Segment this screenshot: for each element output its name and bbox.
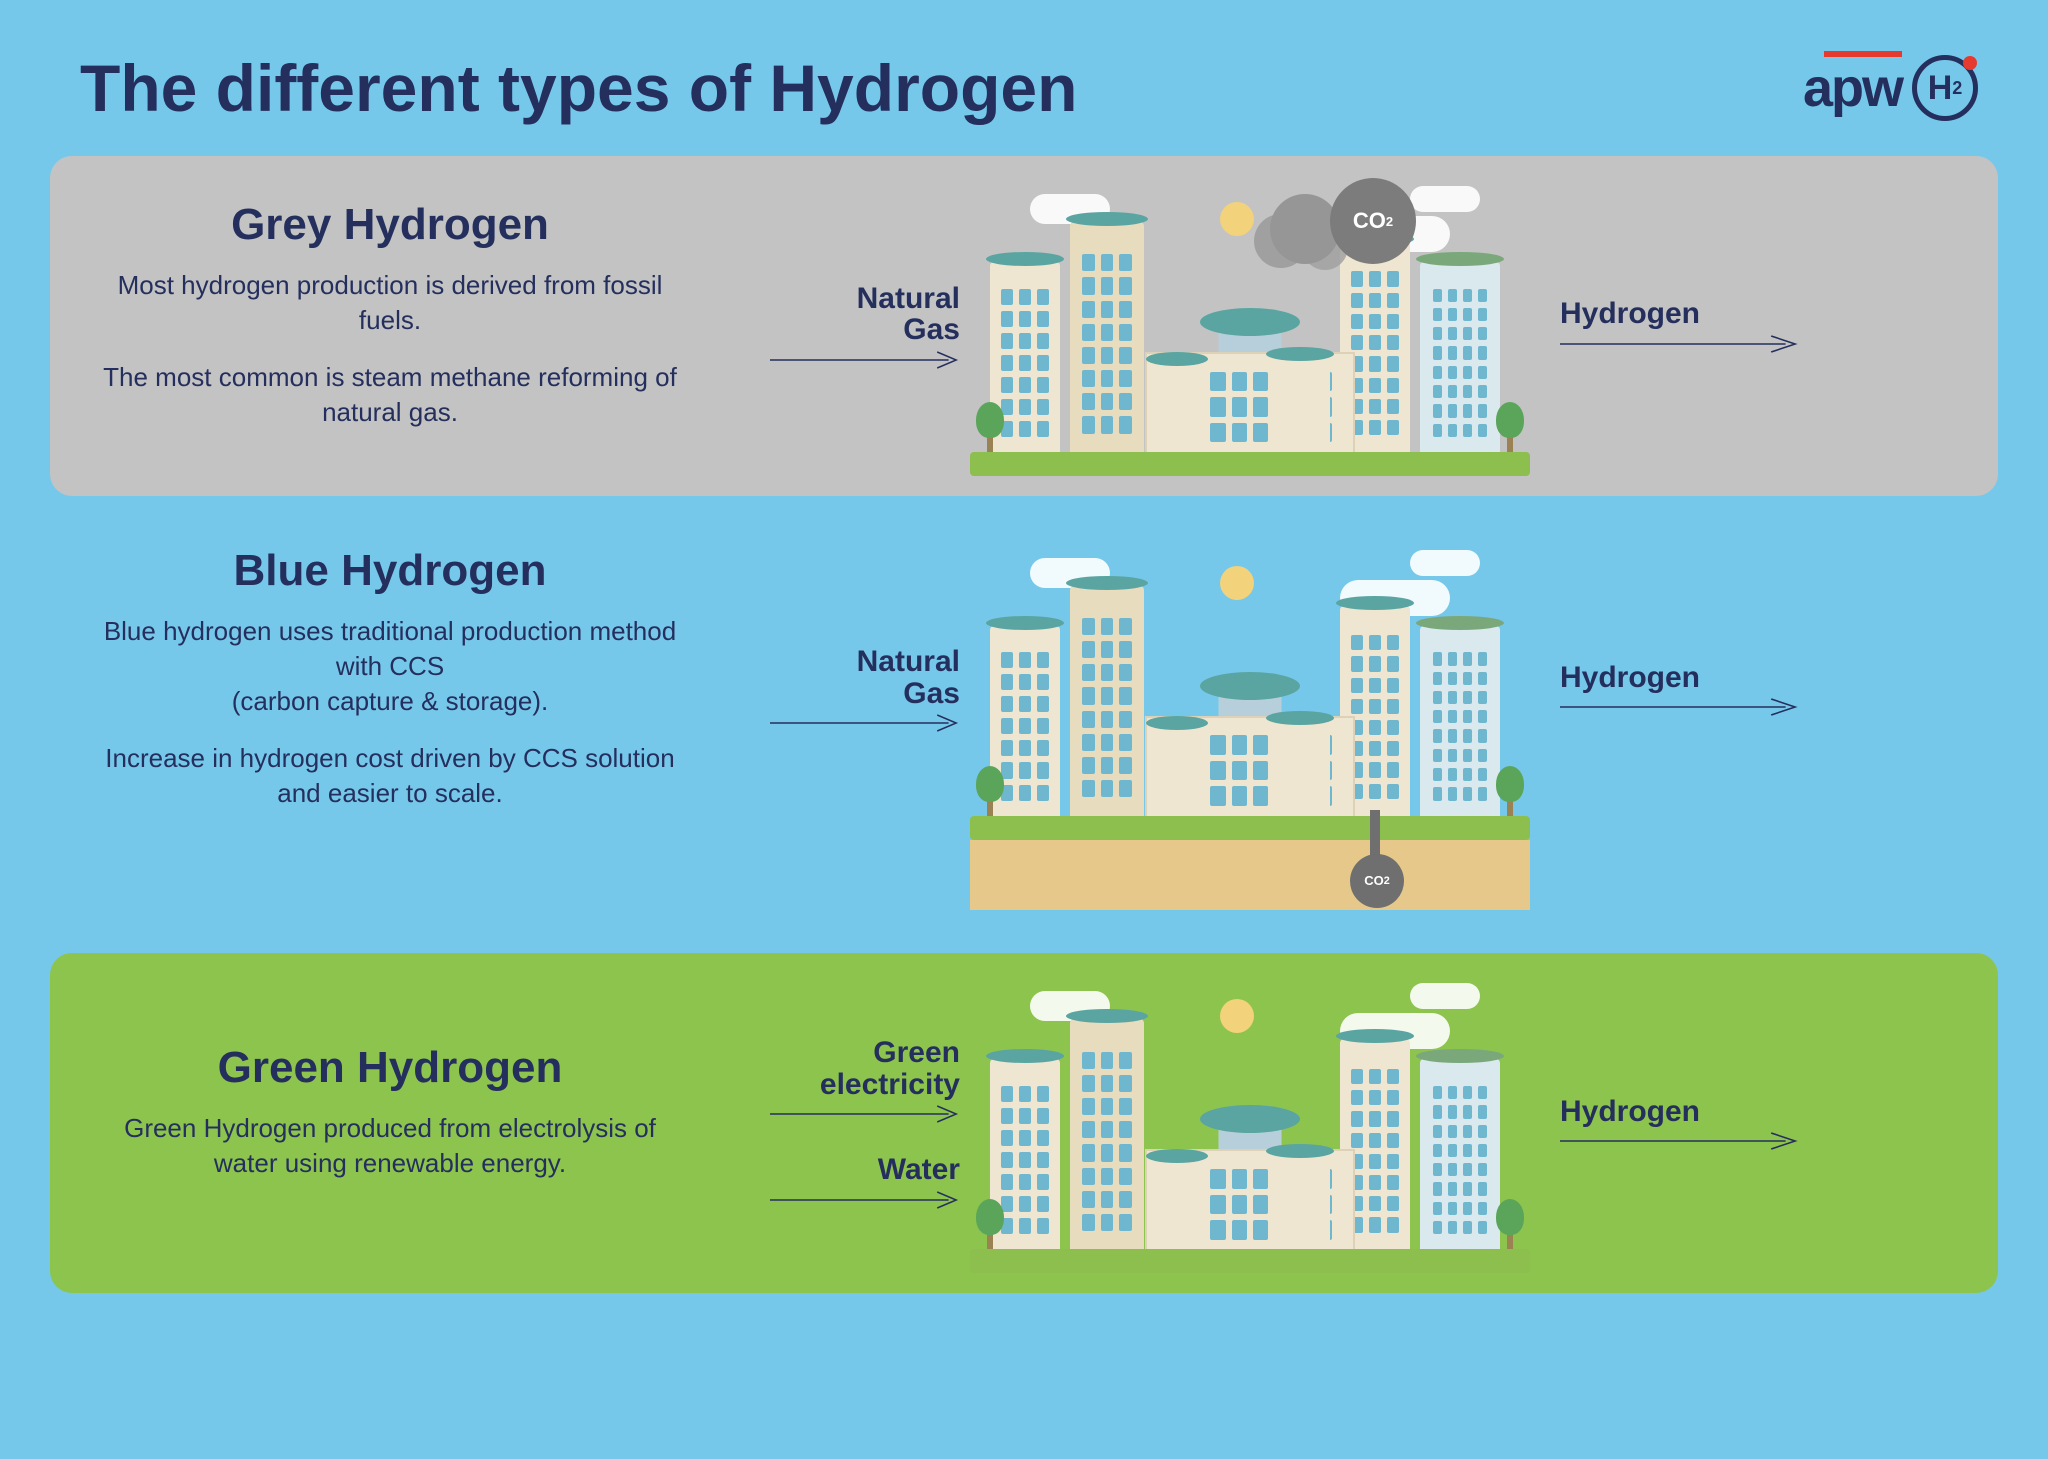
arrow-icon: [1560, 334, 1800, 354]
tree-icon: [976, 766, 1004, 816]
flow-output-label: Hydrogen: [1560, 1096, 1968, 1128]
logo: apw H2: [1803, 55, 1978, 121]
arrow-icon: [770, 713, 960, 733]
flow-output-label: Hydrogen: [1560, 662, 1968, 694]
flow-input: Greenelectricity: [770, 1037, 960, 1124]
arrow-icon: [770, 1104, 960, 1124]
cloud-icon: [1410, 983, 1480, 1009]
sun-icon: [1220, 999, 1254, 1033]
flow-output-label: Hydrogen: [1560, 298, 1968, 330]
header: The different types of Hydrogen apw H2: [50, 40, 1998, 156]
flow-input-label: Water: [770, 1154, 960, 1186]
building-icon: [1270, 357, 1330, 452]
flow-input-label: NaturalGas: [770, 283, 960, 346]
factory-city-illustration: CO2: [970, 176, 1530, 476]
page-title: The different types of Hydrogen: [80, 50, 1077, 126]
section-body: Most hydrogen production is derived from…: [90, 268, 690, 430]
output-column: Hydrogen: [1540, 662, 1968, 718]
building-icon: [1150, 726, 1204, 816]
arrow-icon: [1560, 697, 1800, 717]
row-blue: Blue Hydrogen Blue hydrogen uses traditio…: [50, 516, 1998, 933]
section-body-paragraph: Most hydrogen production is derived from…: [90, 268, 690, 338]
section-title: Blue Hydrogen: [90, 546, 690, 596]
underground: [970, 840, 1530, 910]
factory-city-illustration: [970, 973, 1530, 1273]
tower-cap-icon: [1200, 1105, 1300, 1133]
section-body-paragraph: Increase in hydrogen cost driven by CCS …: [90, 741, 690, 811]
section-title: Green Hydrogen: [90, 1043, 690, 1093]
rows-container: Grey Hydrogen Most hydrogen production is…: [50, 156, 1998, 1293]
inputs-column: Greenelectricity Water: [700, 1037, 960, 1210]
building-icon: [1420, 1059, 1500, 1249]
arrow-icon: [770, 350, 960, 370]
tree-icon: [1496, 1199, 1524, 1249]
flow-output: Hydrogen: [1560, 662, 1968, 718]
illustration: CO2: [970, 176, 1530, 476]
building-icon: [1070, 586, 1144, 816]
tower-cap-icon: [1200, 308, 1300, 336]
co2-badge: CO2: [1330, 178, 1416, 264]
flow-input: NaturalGas: [770, 646, 960, 733]
building-icon: [1420, 262, 1500, 452]
output-column: Hydrogen: [1540, 298, 1968, 354]
cloud-icon: [1410, 550, 1480, 576]
tree-icon: [976, 402, 1004, 452]
section-title: Grey Hydrogen: [90, 200, 690, 250]
tree-icon: [976, 1199, 1004, 1249]
sun-icon: [1220, 566, 1254, 600]
smoke-icon: [1270, 194, 1340, 264]
flow-input-label: Greenelectricity: [770, 1037, 960, 1100]
text-column: Grey Hydrogen Most hydrogen production is…: [80, 190, 700, 462]
tower-cap-icon: [1200, 672, 1300, 700]
flow-input: Water: [770, 1154, 960, 1210]
illustration: [970, 973, 1530, 1273]
row-grey: Grey Hydrogen Most hydrogen production is…: [50, 156, 1998, 496]
flow-output: Hydrogen: [1560, 1096, 1968, 1152]
ground: [970, 816, 1530, 840]
logo-h2-icon: H2: [1912, 55, 1978, 121]
text-column: Green Hydrogen Green Hydrogen produced fr…: [80, 1033, 700, 1213]
section-body: Green Hydrogen produced from electrolysi…: [90, 1111, 690, 1181]
building-icon: [1270, 721, 1330, 816]
flow-input-label: NaturalGas: [770, 646, 960, 709]
ground: [970, 1249, 1530, 1273]
arrow-icon: [1560, 1131, 1800, 1151]
inputs-column: NaturalGas: [700, 646, 960, 733]
building-icon: [1420, 626, 1500, 816]
flow-output: Hydrogen: [1560, 298, 1968, 354]
building-icon: [1270, 1154, 1330, 1249]
output-column: Hydrogen: [1540, 1096, 1968, 1152]
text-column: Blue Hydrogen Blue hydrogen uses traditio…: [80, 536, 700, 843]
building-icon: [1070, 222, 1144, 452]
building-icon: [1070, 1019, 1144, 1249]
inputs-column: NaturalGas: [700, 283, 960, 370]
ground: [970, 452, 1530, 476]
section-body-paragraph: Green Hydrogen produced from electrolysi…: [90, 1111, 690, 1181]
illustration: CO2: [970, 540, 1530, 840]
tree-icon: [1496, 766, 1524, 816]
section-body-paragraph: Blue hydrogen uses traditional productio…: [90, 614, 690, 719]
row-green: Green Hydrogen Green Hydrogen produced fr…: [50, 953, 1998, 1293]
building-icon: [1150, 1159, 1204, 1249]
cloud-icon: [1410, 186, 1480, 212]
flow-input: NaturalGas: [770, 283, 960, 370]
sun-icon: [1220, 202, 1254, 236]
section-body: Blue hydrogen uses traditional productio…: [90, 614, 690, 811]
factory-city-illustration: CO2: [970, 540, 1530, 840]
arrow-icon: [770, 1190, 960, 1210]
building-icon: [1150, 362, 1204, 452]
logo-text: apw: [1803, 57, 1902, 119]
section-body-paragraph: The most common is steam methane reformi…: [90, 360, 690, 430]
co2-badge: CO2: [1350, 854, 1404, 908]
tree-icon: [1496, 402, 1524, 452]
